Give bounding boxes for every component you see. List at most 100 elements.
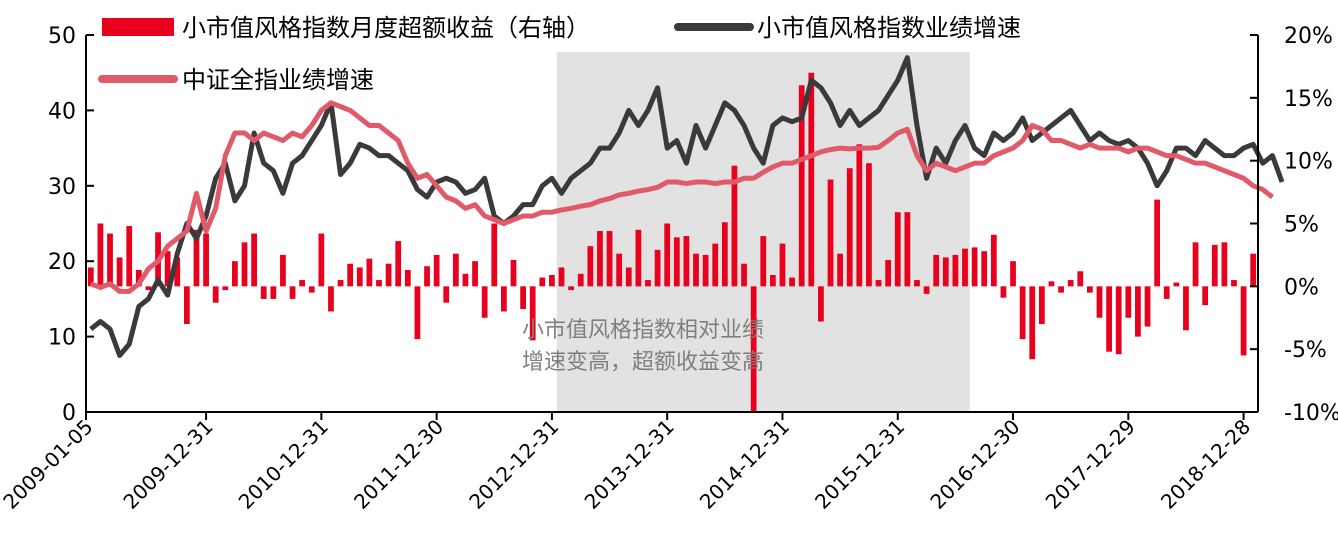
bar bbox=[1183, 286, 1189, 331]
x-tick-label: 2017-12-29 bbox=[1041, 415, 1140, 514]
bar bbox=[145, 286, 152, 291]
bar bbox=[1010, 261, 1016, 287]
bar bbox=[135, 270, 142, 287]
annotation-line-2: 增速变高，超额收益变高 bbox=[522, 350, 764, 375]
bar bbox=[731, 165, 738, 287]
bar bbox=[827, 179, 834, 287]
bar bbox=[1144, 286, 1151, 327]
bar bbox=[981, 251, 988, 287]
bar bbox=[232, 261, 238, 287]
bar bbox=[712, 243, 719, 287]
bar bbox=[693, 253, 699, 287]
bar bbox=[1106, 286, 1112, 352]
right-tick-label: -5% bbox=[1284, 338, 1327, 363]
x-tick-label: 2011-12-30 bbox=[349, 415, 448, 514]
bar bbox=[1058, 286, 1064, 293]
bar bbox=[510, 259, 517, 287]
bar bbox=[683, 236, 690, 287]
bar bbox=[1038, 286, 1045, 325]
bar bbox=[625, 267, 632, 287]
bar bbox=[385, 263, 392, 287]
left-tick-label: 50 bbox=[48, 24, 76, 49]
bar bbox=[1048, 281, 1055, 287]
bar bbox=[193, 229, 200, 287]
bar bbox=[212, 286, 219, 303]
x-tick-label: 2009-12-31 bbox=[118, 415, 217, 514]
bar bbox=[721, 222, 728, 287]
bar bbox=[452, 253, 459, 287]
x-tick-label: 2009-01-05 bbox=[0, 415, 98, 514]
bar bbox=[1154, 199, 1161, 287]
bar bbox=[376, 280, 382, 287]
bar bbox=[164, 251, 171, 287]
bar bbox=[126, 226, 133, 287]
bar bbox=[597, 231, 603, 287]
right-tick-label: -10% bbox=[1284, 401, 1338, 426]
bar bbox=[1067, 280, 1074, 287]
bar bbox=[395, 241, 402, 287]
bar bbox=[779, 243, 786, 287]
legend: 小市值风格指数月度超额收益（右轴） 小市值风格指数业绩增速 中证全指业绩增速 bbox=[98, 14, 1021, 94]
right-tick-label: 0% bbox=[1284, 275, 1319, 300]
bar bbox=[837, 253, 843, 287]
bar bbox=[1163, 286, 1170, 299]
left-tick-label: 40 bbox=[48, 99, 76, 124]
bar bbox=[952, 254, 959, 287]
line-csi-all-growth bbox=[89, 100, 1274, 294]
bar bbox=[645, 280, 651, 287]
bar bbox=[318, 233, 325, 287]
bar bbox=[750, 286, 757, 412]
bar bbox=[289, 286, 296, 299]
x-axis-ticks: 2009-01-05 2009-12-31 2010-12-31 2011-12-30… bbox=[0, 412, 1255, 514]
bar bbox=[251, 233, 257, 287]
bar bbox=[664, 223, 671, 287]
bar bbox=[1125, 286, 1132, 318]
bar bbox=[501, 286, 507, 312]
left-tick-label: 0 bbox=[62, 401, 76, 426]
bar bbox=[424, 266, 430, 287]
bar bbox=[1029, 286, 1036, 360]
bar bbox=[1115, 286, 1122, 355]
bar bbox=[885, 259, 892, 287]
bar bbox=[1202, 286, 1209, 306]
bar bbox=[702, 254, 709, 287]
bar bbox=[308, 286, 315, 293]
bar bbox=[760, 236, 767, 287]
bar bbox=[1096, 286, 1103, 318]
bar bbox=[203, 233, 209, 287]
bar bbox=[875, 280, 882, 287]
bar bbox=[481, 286, 488, 318]
bar bbox=[1192, 242, 1199, 287]
bar bbox=[529, 286, 536, 341]
bar bbox=[337, 280, 344, 287]
x-tick-label: 2015-12-31 bbox=[810, 415, 909, 514]
bar bbox=[491, 223, 498, 287]
bar bbox=[116, 257, 123, 287]
line-small-cap-growth bbox=[89, 55, 1285, 358]
bar bbox=[789, 277, 795, 287]
bar bbox=[280, 254, 286, 287]
bar bbox=[942, 257, 949, 287]
bar bbox=[1231, 280, 1237, 287]
bar bbox=[174, 257, 181, 287]
bar bbox=[433, 254, 440, 287]
bar bbox=[222, 286, 229, 291]
right-tick-label: 5% bbox=[1284, 213, 1319, 238]
x-tick-label: 2012-12-31 bbox=[464, 415, 563, 514]
bar bbox=[616, 253, 623, 287]
bar bbox=[904, 212, 911, 287]
bar bbox=[741, 263, 747, 287]
bar bbox=[87, 267, 94, 287]
bar bbox=[299, 280, 306, 287]
bar bbox=[990, 234, 997, 287]
bar bbox=[366, 258, 373, 287]
bar bbox=[856, 144, 863, 287]
bar bbox=[894, 212, 901, 287]
bar bbox=[404, 270, 411, 287]
bar bbox=[462, 273, 469, 287]
bar bbox=[558, 267, 565, 287]
bar bbox=[846, 168, 853, 287]
bar bbox=[1019, 286, 1026, 340]
bar bbox=[818, 286, 824, 322]
legend-label-bar: 小市值风格指数月度超额收益（右轴） bbox=[182, 14, 590, 42]
